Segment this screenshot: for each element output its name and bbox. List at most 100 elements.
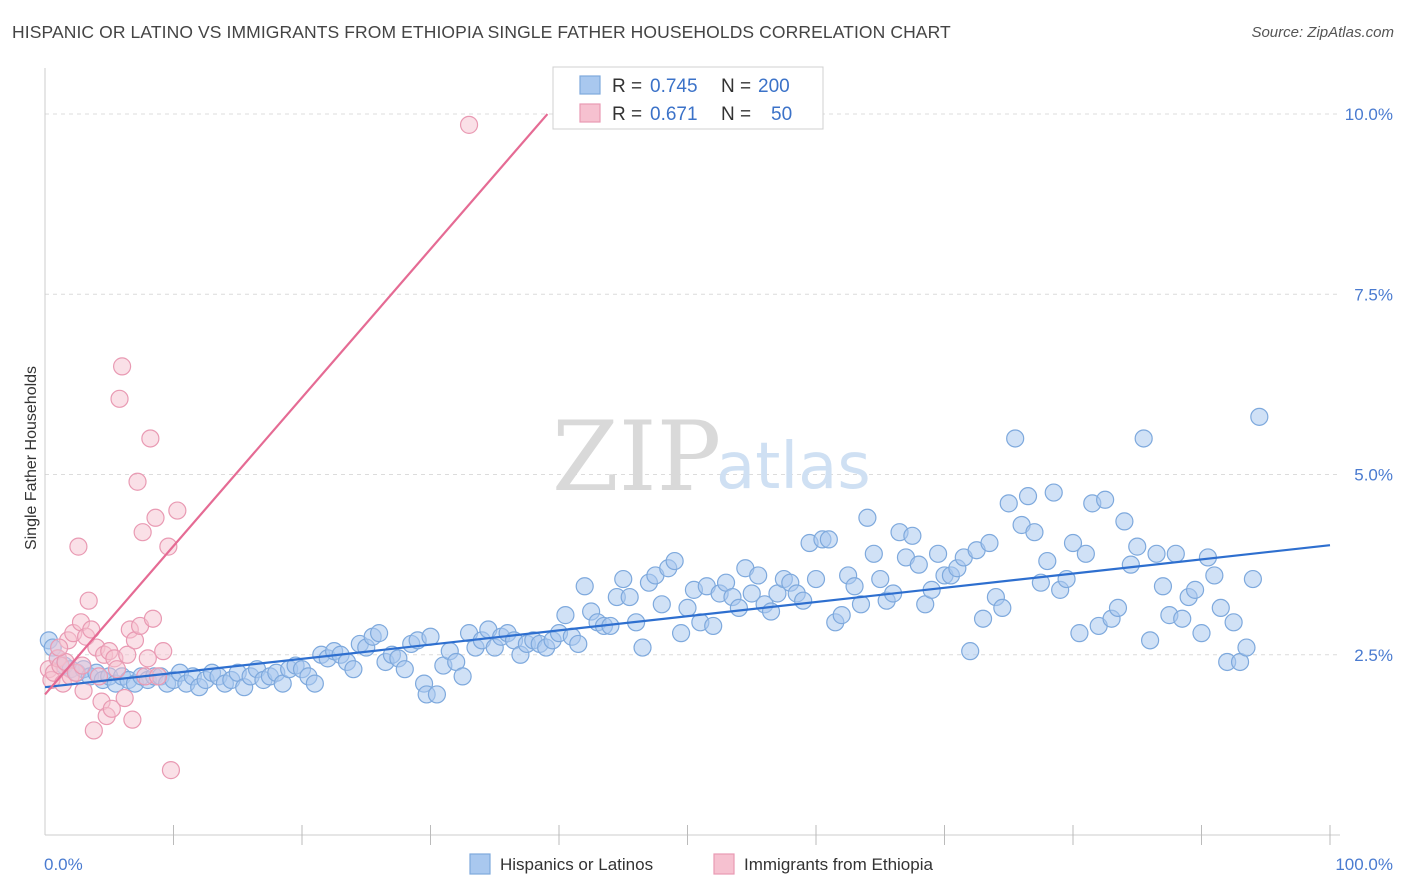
hispanics-point xyxy=(928,544,948,563)
ethiopia-point xyxy=(138,649,157,668)
hispanics-point xyxy=(858,508,877,527)
hispanics-point xyxy=(620,587,639,607)
chart-source: Source: ZipAtlas.com xyxy=(1251,24,1394,41)
hispanics-point xyxy=(1173,609,1192,628)
stats-swatch-blue xyxy=(579,75,601,95)
hispanics-point xyxy=(575,577,594,596)
hispanics-point xyxy=(993,598,1012,618)
hispanics-point xyxy=(1237,638,1256,657)
axes xyxy=(44,68,1340,845)
hispanics-point xyxy=(421,627,440,646)
hispanics-point xyxy=(665,551,684,571)
hispanics-point xyxy=(1153,577,1173,596)
stats-n-label: N = xyxy=(721,76,751,97)
hispanics-point xyxy=(1038,551,1057,571)
hispanics-point xyxy=(999,494,1018,513)
watermark-atlas: atlas xyxy=(716,430,871,504)
chart-title: HISPANIC OR LATINO VS IMMIGRANTS FROM ET… xyxy=(12,22,951,42)
stats-r-value: 0.745 xyxy=(650,76,698,97)
stats-r-value: 0.671 xyxy=(650,104,698,125)
ethiopia-point xyxy=(110,389,129,408)
hispanics-point xyxy=(671,624,691,643)
ethiopia-point xyxy=(143,609,163,628)
hispanics-point xyxy=(832,606,851,625)
hispanics-point xyxy=(903,526,922,545)
hispanics-point xyxy=(427,685,447,704)
ethiopia-point xyxy=(161,761,181,780)
hispanics-point xyxy=(980,533,999,553)
ethiopia-point xyxy=(141,429,160,448)
legend-swatch-ethiopia xyxy=(713,853,735,875)
series-hispanics-points xyxy=(39,407,1269,704)
hispanics-point xyxy=(652,595,671,614)
stats-n-label: N = xyxy=(721,104,751,125)
ethiopia-point xyxy=(69,537,88,556)
hispanics-point xyxy=(1185,580,1205,599)
hispanics-point xyxy=(729,598,749,618)
y-tick-label: 2.5% xyxy=(1354,646,1393,665)
hispanics-point xyxy=(1096,490,1115,509)
x-tick-label: 0.0% xyxy=(44,855,83,874)
x-tick-labels: 0.0% 100.0% xyxy=(44,855,1393,874)
grid-lines xyxy=(45,113,1340,656)
hispanics-point xyxy=(344,660,363,679)
hispanics-point xyxy=(1025,523,1044,542)
ethiopia-point xyxy=(459,115,479,134)
y-tick-label: 7.5% xyxy=(1354,285,1393,304)
hispanics-point xyxy=(395,660,414,679)
hispanics-point xyxy=(1147,544,1166,563)
hispanics-point xyxy=(678,598,697,618)
hispanics-point xyxy=(961,642,980,661)
hispanics-point xyxy=(1128,537,1147,556)
ethiopia-point xyxy=(123,710,142,729)
hispanics-point xyxy=(1140,631,1160,650)
hispanics-point xyxy=(556,606,575,625)
ethiopia-point xyxy=(79,591,98,610)
ethiopia-point xyxy=(112,357,132,376)
hispanics-point xyxy=(1108,598,1128,618)
ethiopia-point xyxy=(118,645,137,664)
watermark: ZIP atlas xyxy=(552,401,871,513)
y-tick-label: 10.0% xyxy=(1345,105,1393,124)
hispanics-point xyxy=(1250,407,1269,426)
hispanics-point xyxy=(1192,624,1211,643)
hispanics-point xyxy=(1018,487,1038,506)
hispanics-point xyxy=(1115,512,1134,531)
ethiopia-point xyxy=(146,508,165,527)
series-ethiopia-points xyxy=(39,115,479,780)
hispanics-point xyxy=(633,638,652,657)
ethiopia-point xyxy=(73,656,92,675)
stats-n-value: 50 xyxy=(771,104,792,125)
hispanics-point xyxy=(1063,533,1083,553)
hispanics-point xyxy=(370,624,389,643)
watermark-zip: ZIP xyxy=(552,401,721,513)
y-tick-labels: 2.5% 5.0% 7.5% 10.0% xyxy=(1345,105,1393,665)
ethiopia-point xyxy=(50,638,69,657)
hispanics-point xyxy=(819,530,838,549)
legend-swatch-hispanics xyxy=(469,853,491,875)
hispanics-point xyxy=(1224,613,1243,632)
ethiopia-point xyxy=(107,660,127,679)
ethiopia-point xyxy=(84,721,103,740)
hispanics-point xyxy=(1121,555,1140,574)
ethiopia-point xyxy=(133,523,152,542)
hispanics-point xyxy=(1006,429,1025,448)
hispanics-trend-line xyxy=(44,544,1331,689)
stats-r-label: R = xyxy=(612,76,642,97)
ethiopia-trend-line xyxy=(44,113,549,696)
legend-label-ethiopia: Immigrants from Ethiopia xyxy=(744,855,933,874)
ethiopia-point xyxy=(102,699,121,718)
hispanics-point xyxy=(569,634,588,654)
stats-n-value: 200 xyxy=(758,76,790,97)
series-legend: Hispanics or Latinos Immigrants from Eth… xyxy=(469,853,933,875)
hispanics-point xyxy=(845,577,864,596)
stats-legend: R = 0.745 N = 200 R = 0.671 N = 50 xyxy=(552,66,824,130)
y-tick-label: 5.0% xyxy=(1354,466,1393,485)
ethiopia-point xyxy=(154,642,173,661)
hispanics-point xyxy=(1070,624,1089,643)
hispanics-point xyxy=(742,584,761,603)
hispanics-point xyxy=(909,555,928,574)
hispanics-point xyxy=(973,609,993,628)
hispanics-point xyxy=(1166,544,1185,563)
